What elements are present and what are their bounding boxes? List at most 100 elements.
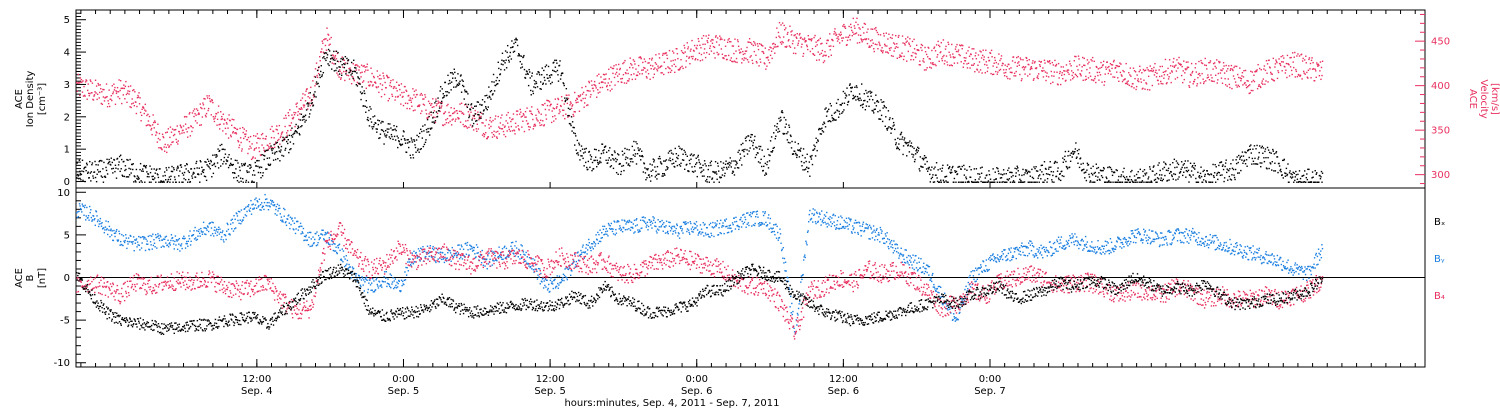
velocity-point (886, 45, 888, 47)
velocity-point (930, 62, 932, 64)
density-point (802, 148, 805, 150)
velocity-point (545, 118, 548, 120)
density-point (1260, 165, 1262, 168)
velocity-point (1299, 75, 1301, 78)
density-point (571, 121, 574, 123)
velocity-point (184, 115, 186, 118)
velocity-point (1105, 66, 1107, 68)
velocity-point (524, 116, 526, 118)
by-point (106, 228, 108, 230)
density-point (1151, 181, 1153, 183)
velocity-point (344, 62, 347, 64)
density-point (181, 181, 183, 183)
velocity-point (105, 96, 107, 98)
by-point (138, 235, 140, 238)
density-point (219, 144, 221, 147)
density-point (284, 149, 286, 151)
velocity-point (608, 78, 610, 80)
by-point (132, 236, 135, 238)
velocity-point (650, 67, 652, 70)
density-point (597, 161, 599, 164)
velocity-point (530, 110, 532, 112)
velocity-point (202, 102, 204, 104)
velocity-point (1118, 65, 1121, 68)
density-point (769, 140, 772, 142)
density-point (1152, 166, 1155, 168)
density-point (508, 59, 510, 62)
velocity-point (705, 51, 708, 54)
density-point (459, 80, 461, 83)
velocity-point (690, 55, 693, 58)
density-point (1180, 168, 1182, 170)
velocity-point (918, 49, 920, 52)
velocity-point (434, 121, 437, 124)
velocity-point (231, 118, 233, 121)
density-point (640, 159, 642, 161)
density-point (1295, 170, 1297, 173)
velocity-point (1071, 74, 1073, 77)
velocity-point (1275, 59, 1277, 61)
density-point (1195, 177, 1197, 180)
velocity-point (837, 36, 839, 38)
velocity-point (292, 116, 295, 119)
density-point (683, 168, 686, 170)
density-point (1115, 169, 1117, 171)
density-point (1300, 181, 1303, 183)
velocity-point (1022, 59, 1024, 61)
velocity-point (521, 126, 523, 128)
density-point (269, 163, 272, 166)
velocity-point (528, 110, 531, 112)
velocity-point (344, 79, 346, 82)
density-point (106, 158, 108, 161)
density-point (225, 163, 227, 165)
density-point (630, 160, 632, 163)
density-point (715, 173, 718, 175)
density-point (516, 39, 518, 41)
velocity-point (944, 60, 946, 62)
velocity-point (1120, 63, 1122, 65)
velocity-point (566, 102, 569, 105)
density-point (472, 122, 475, 125)
velocity-point (476, 130, 478, 132)
velocity-point (1073, 76, 1075, 78)
density-point (213, 162, 216, 165)
velocity-point (107, 102, 110, 105)
velocity-point (878, 41, 880, 43)
velocity-point (1171, 70, 1173, 72)
density-point (1183, 163, 1185, 165)
velocity-point (1122, 69, 1124, 72)
velocity-point (819, 37, 822, 40)
density-point (235, 168, 237, 170)
velocity-point (304, 94, 306, 96)
density-point (270, 148, 273, 150)
velocity-point (1085, 75, 1087, 78)
density-point (586, 166, 588, 169)
density-point (724, 163, 727, 165)
density-point (689, 162, 691, 165)
velocity-point (657, 65, 659, 67)
velocity-point (1302, 57, 1304, 60)
density-point (1223, 180, 1225, 183)
density-point (602, 150, 604, 152)
density-point (885, 107, 888, 109)
density-point (430, 128, 432, 130)
by-point (127, 237, 130, 239)
velocity-point (1074, 73, 1077, 76)
density-point (762, 169, 764, 172)
velocity-point (531, 106, 533, 108)
velocity-point (623, 61, 625, 64)
velocity-point (79, 94, 81, 97)
density-point (581, 148, 584, 150)
density-point (959, 181, 961, 183)
velocity-point (158, 147, 160, 149)
density-point (1194, 168, 1196, 170)
velocity-point (978, 71, 980, 73)
density-point (206, 158, 209, 161)
density-point (1142, 175, 1145, 177)
density-point (146, 171, 148, 173)
velocity-point (468, 126, 470, 129)
density-point (462, 85, 465, 88)
velocity-point (211, 99, 214, 102)
velocity-point (1295, 68, 1297, 71)
density-point (1232, 168, 1235, 171)
